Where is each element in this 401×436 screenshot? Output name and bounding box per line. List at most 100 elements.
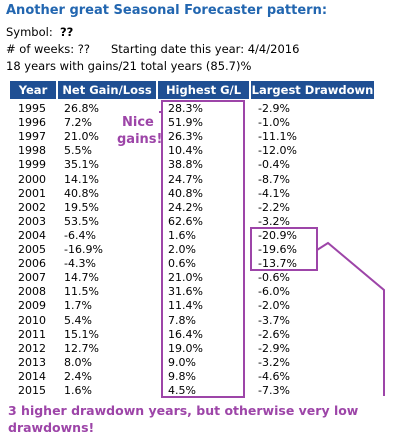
cell: -0.4% xyxy=(258,158,290,172)
cell: 1997 xyxy=(18,130,46,144)
cell: 2012 xyxy=(18,341,46,355)
symbol-value: ?? xyxy=(60,25,74,39)
cell: 35.1% xyxy=(64,158,99,172)
drawdown-note: 3 higher drawdown years, but otherwise v… xyxy=(8,403,359,418)
cell: 2002 xyxy=(18,200,46,214)
cell: 4.5% xyxy=(168,384,196,397)
cell: 28.3% xyxy=(168,102,203,115)
column-header: Net Gain/Loss xyxy=(58,81,156,99)
cell: 14.7% xyxy=(64,271,99,285)
cell: 2003 xyxy=(18,214,46,228)
cell: -2.6% xyxy=(258,327,290,341)
cell: -4.3% xyxy=(64,257,96,271)
cell: 7.8% xyxy=(168,313,196,327)
cell: 9.8% xyxy=(168,369,196,383)
cell: 19.0% xyxy=(168,341,203,355)
cell: -2.9% xyxy=(258,341,290,355)
cell: 2013 xyxy=(18,355,46,369)
cell: 2000 xyxy=(18,172,46,186)
cell: 12.7% xyxy=(64,341,99,355)
cell: -7.3% xyxy=(258,384,290,397)
cell: 2009 xyxy=(18,299,46,313)
cell: 26.8% xyxy=(64,102,99,115)
cell: 51.9% xyxy=(168,116,203,130)
cell: 2006 xyxy=(18,257,46,271)
cell: 2.4% xyxy=(64,369,92,383)
cell: -3.2% xyxy=(258,214,290,228)
cell: 19.5% xyxy=(64,200,99,214)
cell: -6.4% xyxy=(64,228,96,242)
cell: 21.0% xyxy=(64,130,99,144)
pointer-line xyxy=(316,241,385,396)
cell: -11.1% xyxy=(258,130,297,144)
cell: -2.2% xyxy=(258,200,290,214)
cell: 2015 xyxy=(18,384,46,397)
column-header: Highest G/L xyxy=(158,81,249,99)
cell: 2007 xyxy=(18,271,46,285)
cell: 8.0% xyxy=(64,355,92,369)
cell: 31.6% xyxy=(168,285,203,299)
cell: -3.2% xyxy=(258,355,290,369)
cell: 7.2% xyxy=(64,116,92,130)
cell: -1.0% xyxy=(258,116,290,130)
cell: -16.9% xyxy=(64,243,103,256)
title: Another great Seasonal Forecaster patter… xyxy=(6,3,328,18)
cell: 2.0% xyxy=(168,243,196,256)
cell: 1.7% xyxy=(64,299,92,313)
cell: 40.8% xyxy=(168,186,203,200)
cell: 2005 xyxy=(18,243,46,256)
cell: 1995 xyxy=(18,102,46,115)
cell: -4.6% xyxy=(258,369,290,383)
cell: 2014 xyxy=(18,369,46,383)
cell: -12.0% xyxy=(258,144,297,158)
cell: 26.3% xyxy=(168,130,203,144)
column-header: Largest Drawdown xyxy=(251,81,374,99)
symbol-label: Symbol: xyxy=(6,25,53,39)
cell: 11.4% xyxy=(168,299,203,313)
cell: 2004 xyxy=(18,228,46,242)
cell: 2010 xyxy=(18,313,46,327)
cell: 16.4% xyxy=(168,327,203,341)
cell: -19.6% xyxy=(258,243,297,256)
column-header: Year xyxy=(10,81,56,99)
cell: 1996 xyxy=(18,116,46,130)
cell: -13.7% xyxy=(258,257,297,271)
cell: -2.9% xyxy=(258,102,290,115)
cell: -8.7% xyxy=(258,172,290,186)
cell: 15.1% xyxy=(64,327,99,341)
cell: 11.5% xyxy=(64,285,99,299)
cell: 0.6% xyxy=(168,257,196,271)
cell: 2001 xyxy=(18,186,46,200)
cell: 5.4% xyxy=(64,313,92,327)
gains-note: Nice xyxy=(122,115,154,130)
gains-note: gains! xyxy=(117,132,163,147)
cell: 1.6% xyxy=(168,228,196,242)
cell: 24.2% xyxy=(168,200,203,214)
cell: 14.1% xyxy=(64,172,99,186)
cell: 1998 xyxy=(18,144,46,158)
cell: 1999 xyxy=(18,158,46,172)
cell: -20.9% xyxy=(258,228,297,242)
cell: -6.0% xyxy=(258,285,290,299)
cell: 21.0% xyxy=(168,271,203,285)
drawdown-note: drawdowns! xyxy=(8,420,95,435)
cell: 53.5% xyxy=(64,214,99,228)
cell: 2011 xyxy=(18,327,46,341)
cell: 62.6% xyxy=(168,214,203,228)
start-date: Starting date this year: 4/4/2016 xyxy=(111,42,300,56)
cell: 40.8% xyxy=(64,186,99,200)
cell: -4.1% xyxy=(258,186,290,200)
cell: 9.0% xyxy=(168,355,196,369)
cell: 24.7% xyxy=(168,172,203,186)
summary: 18 years with gains/21 total years (85.7… xyxy=(6,59,252,73)
cell: 2008 xyxy=(18,285,46,299)
cell: 1.6% xyxy=(64,384,92,397)
cell: -2.0% xyxy=(258,299,290,313)
cell: 10.4% xyxy=(168,144,203,158)
cell: -0.6% xyxy=(258,271,290,285)
cell: 38.8% xyxy=(168,158,203,172)
cell: 5.5% xyxy=(64,144,92,158)
cell: -3.7% xyxy=(258,313,290,327)
weeks: # of weeks: ?? xyxy=(6,42,90,56)
